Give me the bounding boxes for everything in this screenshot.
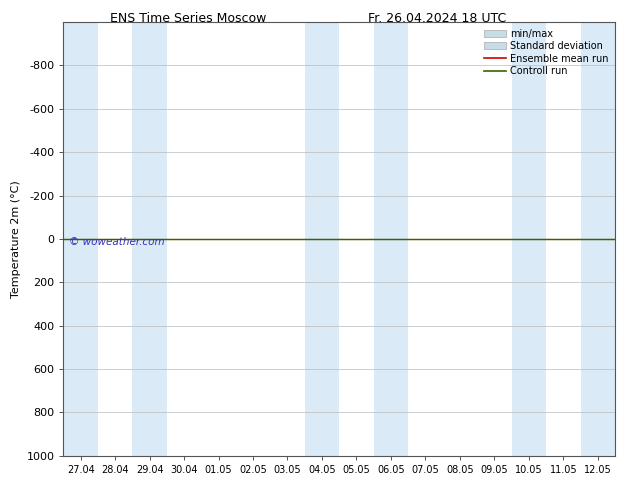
Legend: min/max, Standard deviation, Ensemble mean run, Controll run: min/max, Standard deviation, Ensemble me… — [482, 27, 610, 78]
Bar — [581, 22, 615, 456]
Y-axis label: Temperature 2m (°C): Temperature 2m (°C) — [11, 180, 21, 298]
Bar — [373, 22, 408, 456]
Bar — [63, 22, 98, 456]
Text: ENS Time Series Moscow: ENS Time Series Moscow — [110, 12, 266, 25]
Bar — [512, 22, 546, 456]
Text: © woweather.com: © woweather.com — [69, 237, 165, 247]
Bar — [133, 22, 167, 456]
Bar — [305, 22, 339, 456]
Text: Fr. 26.04.2024 18 UTC: Fr. 26.04.2024 18 UTC — [368, 12, 506, 25]
